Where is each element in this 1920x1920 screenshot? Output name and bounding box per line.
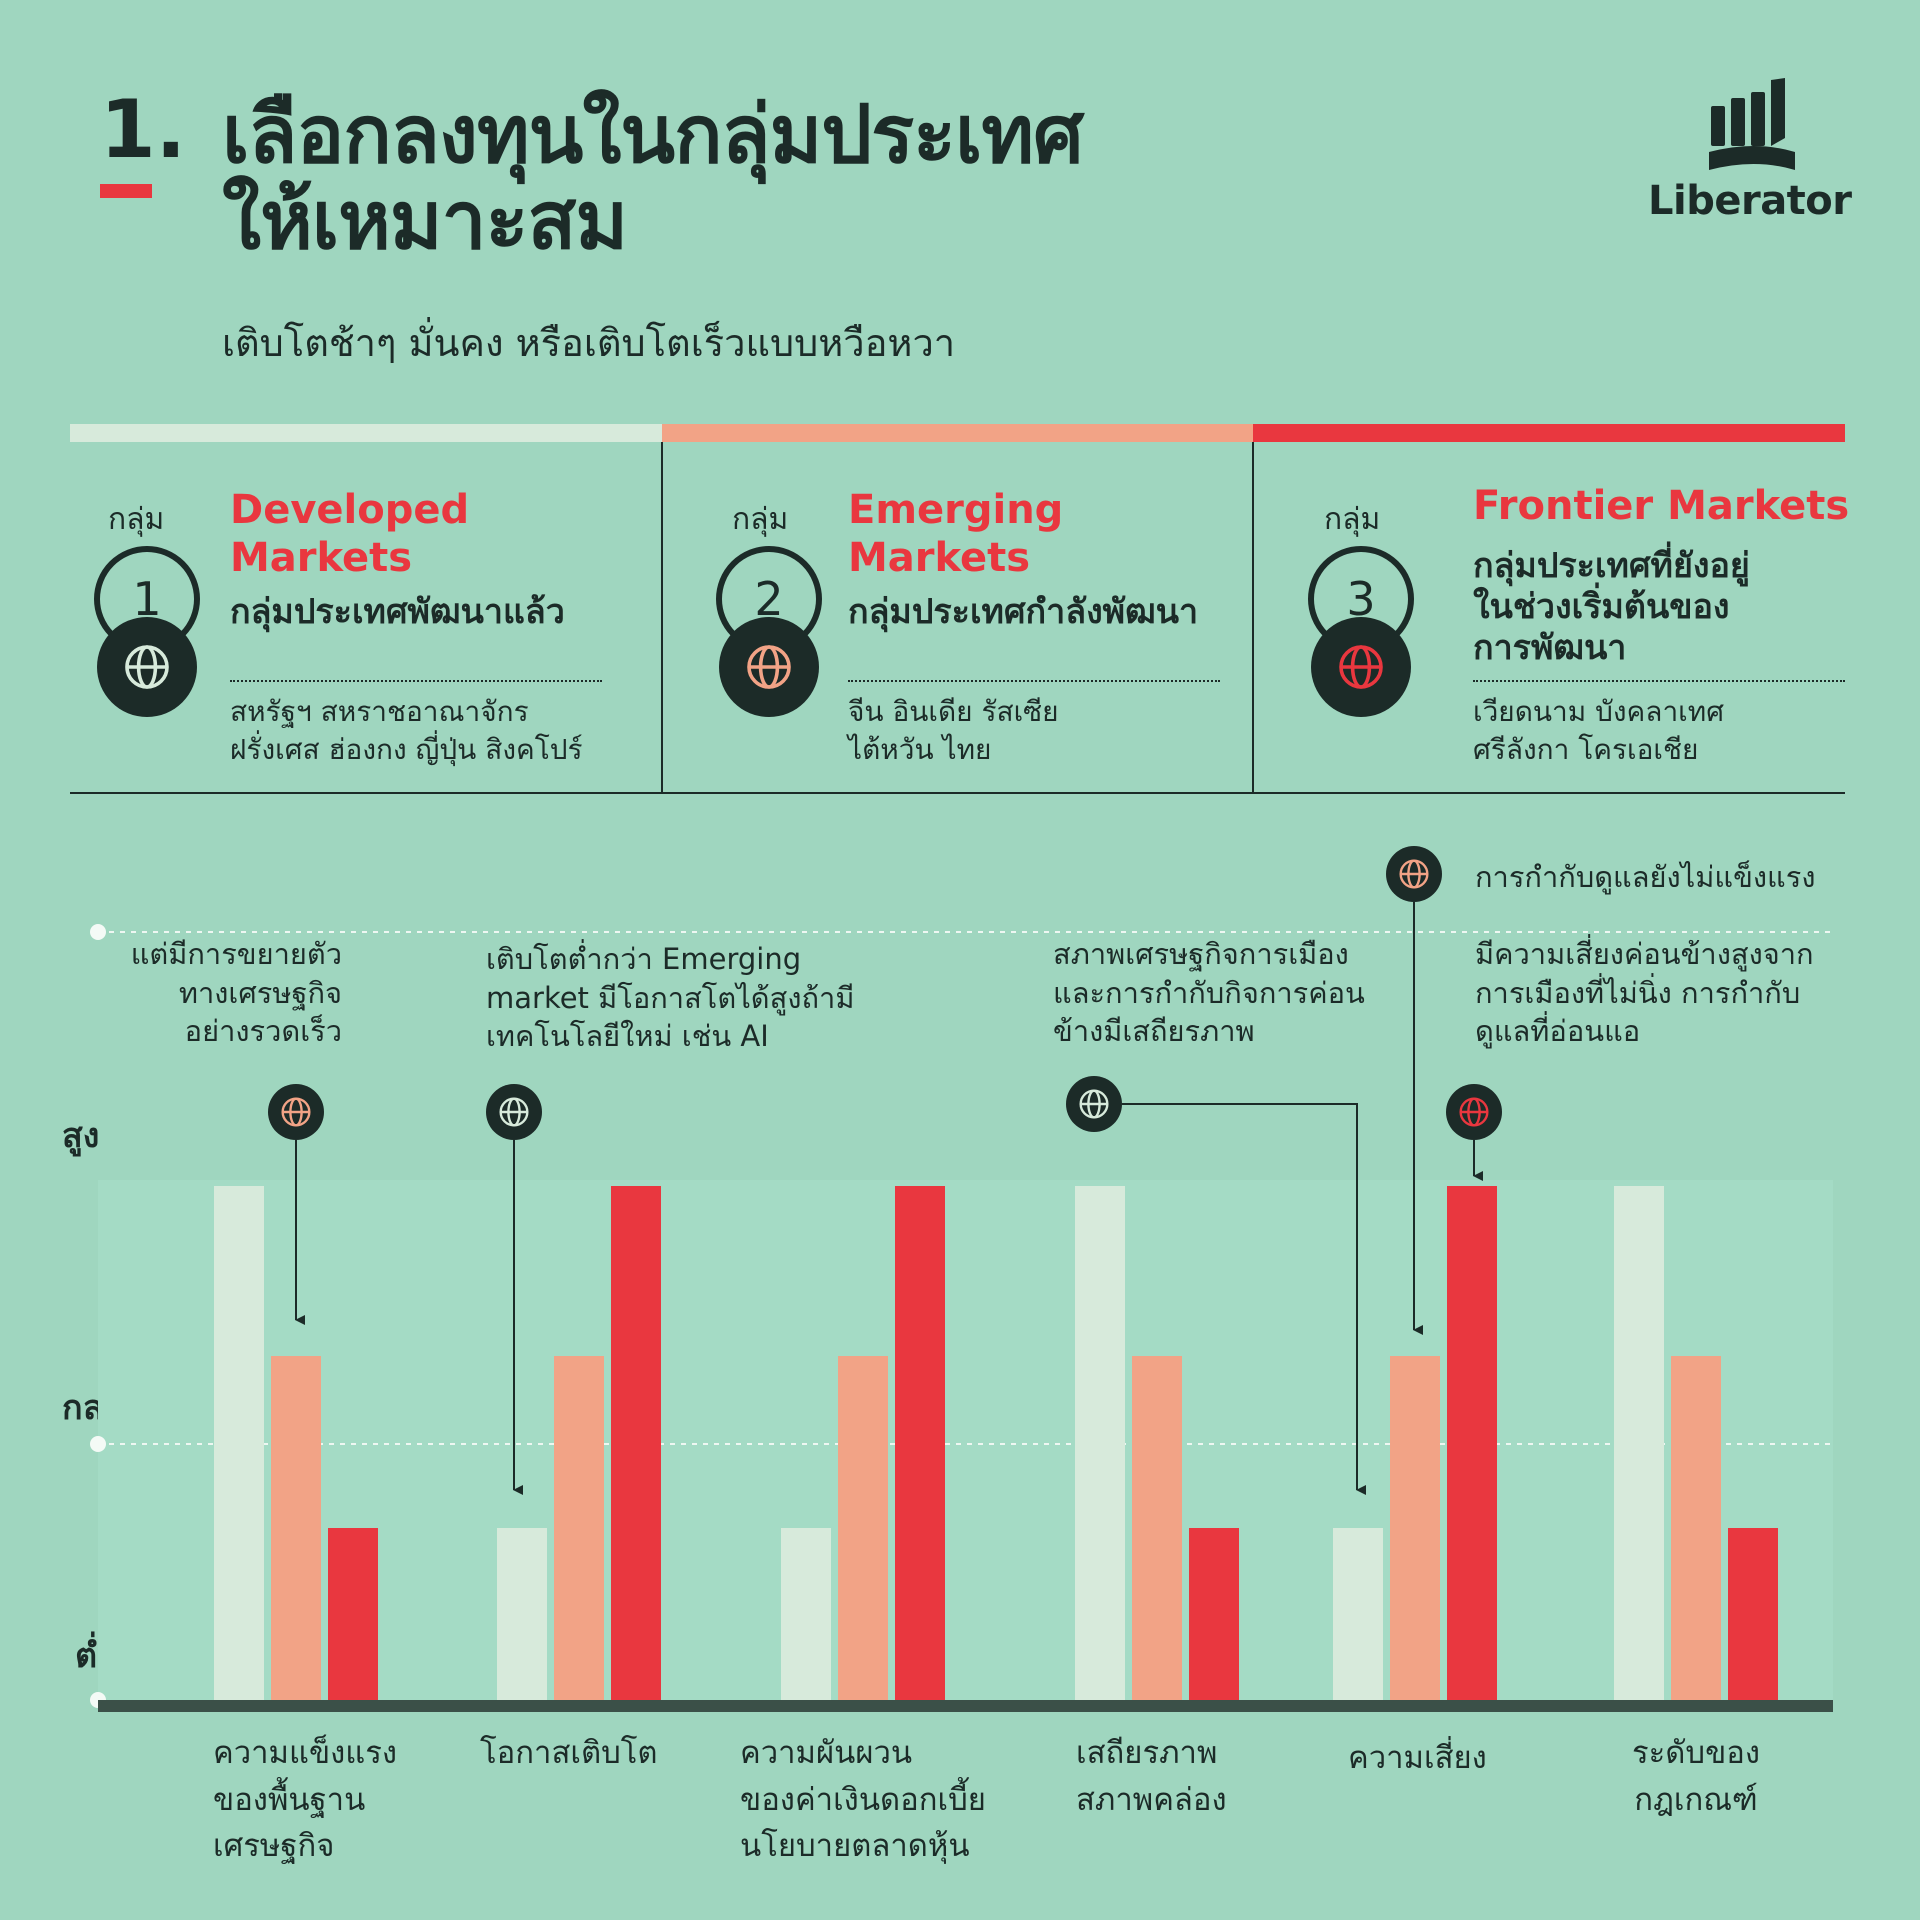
x-axis-baseline	[98, 1700, 1833, 1712]
globe-icon	[1079, 1089, 1109, 1119]
dotted-divider	[1473, 680, 1845, 682]
bar	[1075, 1186, 1125, 1700]
globe-icon	[499, 1097, 529, 1127]
group-countries: จีน อินเดีย รัสเซีย ไต้หวัน ไทย	[848, 695, 1059, 766]
column-divider	[661, 442, 663, 792]
annotation-note: มีความเสี่ยงค่อนข้างสูงจาก การเมืองที่ไม…	[1475, 937, 1814, 1049]
group-description: กลุ่มประเทศพัฒนาแล้ว	[230, 592, 565, 632]
bar	[271, 1356, 321, 1700]
annotation-note: การกำกับดูแลยังไม่แข็งแรง	[1475, 860, 1816, 894]
annotation-arrow	[1122, 1103, 1366, 1495]
annotation-note: แต่มีการขยายตัว ทางเศรษฐกิจ อย่างรวดเร็ว	[130, 937, 342, 1049]
bar	[1333, 1528, 1383, 1700]
group-title: Emerging Markets	[848, 487, 1064, 581]
group-countries: สหรัฐฯ สหราชอาณาจักร ฝรั่งเศส ฮ่องกง ญี่…	[230, 695, 583, 766]
globe-icon	[97, 617, 197, 717]
bar	[1390, 1356, 1440, 1700]
column-divider	[1252, 442, 1254, 792]
category-label: ความผันผวน ของค่าเงินดอกเบี้ย นโยบายตลาด…	[740, 1735, 986, 1864]
dotted-divider	[848, 680, 1220, 682]
bar	[554, 1356, 604, 1700]
group-title: Frontier Markets	[1473, 483, 1850, 529]
category-label: ระดับของ กฎเกณฑ์	[1632, 1735, 1761, 1818]
globe-icon	[719, 617, 819, 717]
frontier-color-bar	[1253, 424, 1845, 442]
section-divider	[70, 792, 1845, 794]
annotation-note: เติบโตต่ำกว่า Emerging market มีโอกาสโตไ…	[486, 942, 855, 1054]
bar	[214, 1186, 264, 1700]
bar	[895, 1186, 945, 1700]
section-number: 1.	[100, 83, 187, 176]
emerging-color-bar	[662, 424, 1253, 442]
globe-icon	[1399, 859, 1429, 889]
category-label: โอกาสเติบโต	[480, 1735, 658, 1771]
category-label: ความเสี่ยง	[1348, 1740, 1487, 1776]
globe-icon	[281, 1097, 311, 1127]
bar	[328, 1528, 378, 1700]
annotation-note: สภาพเศรษฐกิจการเมือง และการกำกับกิจการค่…	[1053, 937, 1365, 1049]
globe-icon	[1459, 1097, 1489, 1127]
page-subtitle: เติบโตช้าๆ มั่นคง หรือเติบโตเร็วแบบหวือห…	[222, 321, 956, 365]
chart-background	[98, 1180, 1833, 1700]
category-label: ความแข็งแรง ของพื้นฐาน เศรษฐกิจ	[213, 1735, 398, 1864]
bar	[1447, 1186, 1497, 1700]
group-label: กลุ่ม	[1324, 502, 1381, 537]
bar	[1132, 1356, 1182, 1700]
bar	[1671, 1356, 1721, 1700]
bar	[781, 1528, 831, 1700]
group-title: Developed Markets	[230, 487, 470, 581]
group-countries: เวียดนาม บังคลาเทศ ศรีลังกา โครเอเชีย	[1473, 695, 1724, 766]
bar	[1614, 1186, 1664, 1700]
number-underline	[100, 184, 152, 198]
group-description: กลุ่มประเทศที่ยังอยู่ ในช่วงเริ่มต้นของ …	[1473, 546, 1750, 668]
category-label: เสถียรภาพ สภาพคล่อง	[1076, 1735, 1227, 1818]
y-axis-label-high: สูง	[62, 1116, 100, 1156]
bar	[1189, 1528, 1239, 1700]
group-label: กลุ่ม	[108, 502, 165, 537]
page-title: เลือกลงทุนในกลุ่มประเทศ ให้เหมาะสม	[222, 88, 1084, 268]
dotted-divider	[230, 680, 602, 682]
bar	[497, 1528, 547, 1700]
brand-name: Liberator	[1648, 178, 1852, 224]
group-description: กลุ่มประเทศกำลังพัฒนา	[848, 592, 1199, 632]
liberator-logo-icon	[1709, 78, 1795, 170]
bar	[838, 1356, 888, 1700]
globe-icon	[1311, 617, 1411, 717]
developed-color-bar	[70, 424, 662, 442]
gridline-dot	[90, 924, 106, 940]
gridline-dot	[90, 1436, 106, 1452]
group-label: กลุ่ม	[732, 502, 789, 537]
bar	[611, 1186, 661, 1700]
bar	[1728, 1528, 1778, 1700]
